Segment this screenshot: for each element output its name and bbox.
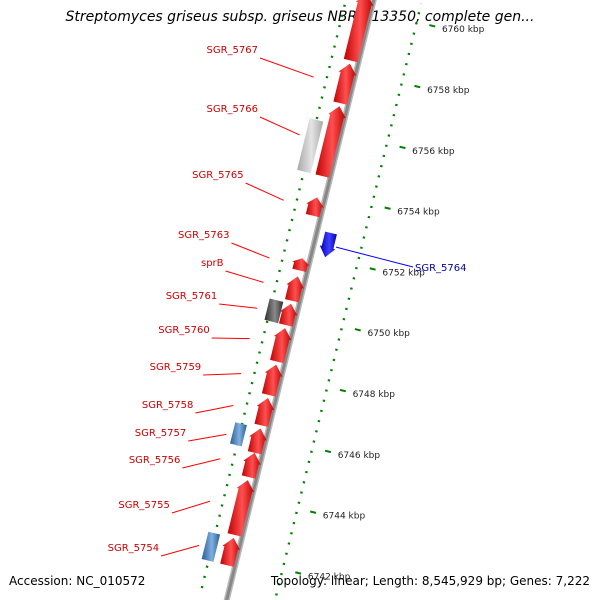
forward-gene-arrow[interactable] — [247, 428, 267, 455]
scale-tick-label: 6760 kbp — [442, 25, 485, 35]
gene-leader-line — [259, 57, 314, 78]
gene-leader-line — [211, 337, 250, 340]
scale-tick-label: 6748 kbp — [353, 390, 396, 400]
scale-tick — [384, 206, 391, 210]
scale-tick — [399, 145, 406, 150]
forward-gene-arrow[interactable] — [333, 63, 357, 105]
scale-tick-label: 6752 kbp — [382, 268, 425, 278]
scale-tick-label: 6746 kbp — [338, 451, 381, 461]
gene-label[interactable]: SGR_5760 — [158, 325, 210, 336]
forward-gene-arrow[interactable] — [270, 328, 292, 364]
gene-features[interactable] — [201, 0, 374, 567]
forward-gene-arrow[interactable] — [292, 258, 310, 272]
scale-tick-label: 6742 kbp — [308, 572, 351, 582]
gene-leader-line — [335, 246, 414, 268]
gene-leader-line — [231, 242, 270, 259]
forward-gene-arrow[interactable] — [285, 276, 304, 303]
gene-leader-line — [188, 433, 227, 442]
forward-gene-arrow[interactable] — [241, 452, 261, 479]
gene-leader-line — [182, 458, 221, 469]
forward-gene-arrow[interactable] — [343, 0, 374, 63]
gene-leader-line — [160, 544, 200, 557]
genome-backbone — [223, 0, 377, 600]
pseudo-feature-dark[interactable] — [264, 298, 284, 324]
gene-label[interactable]: SGR_5758 — [142, 400, 194, 411]
scale-tick — [324, 449, 332, 454]
gene-label[interactable]: sprB — [201, 258, 224, 269]
gene-leader-line — [259, 116, 300, 136]
forward-gene-arrow[interactable] — [220, 537, 240, 567]
scale-tick — [295, 571, 302, 575]
gene-label[interactable]: SGR_5754 — [108, 543, 160, 554]
gene-label[interactable]: SGR_5757 — [135, 428, 187, 439]
summary-text: Topology: linear; Length: 8,545,929 bp; … — [270, 574, 590, 588]
gene-leader-line — [203, 373, 242, 376]
gene-label[interactable]: SGR_5755 — [118, 500, 170, 511]
scale-tick-label: 6754 kbp — [397, 208, 440, 218]
gene-label[interactable]: SGR_5763 — [178, 230, 230, 241]
backbone-line — [225, 0, 376, 600]
scale-tick-label: 6744 kbp — [323, 512, 366, 522]
gene-leader-line — [171, 500, 211, 514]
forward-gene-arrow[interactable] — [261, 364, 283, 397]
rna-feature[interactable] — [201, 531, 221, 562]
forward-gene-arrow[interactable] — [227, 480, 255, 537]
scale-tick-label: 6756 kbp — [412, 147, 455, 157]
scale-tick — [339, 388, 347, 393]
scale-tick — [369, 267, 376, 271]
reverse-strand-track — [273, 3, 423, 600]
gene-label[interactable]: SGR_5767 — [207, 45, 259, 56]
accession-text: Accession: NC_010572 — [9, 574, 146, 588]
forward-strand-track — [200, 0, 348, 589]
pseudo-feature-light[interactable] — [297, 118, 324, 174]
gene-label[interactable]: SGR_5759 — [150, 362, 202, 373]
forward-gene-arrow[interactable] — [305, 197, 324, 218]
gene-label[interactable]: SGR_5765 — [192, 170, 244, 181]
reverse-gene-arrow[interactable] — [319, 231, 337, 258]
gene-label[interactable]: SGR_5764 — [415, 263, 467, 274]
scale-ticks: 6742 kbp 6744 kbp 6746 kbp 6748 kbp 6750 kbp… — [295, 24, 485, 582]
scale-tick — [354, 328, 361, 332]
scale-tick — [309, 510, 317, 514]
rna-feature[interactable] — [230, 422, 247, 447]
scale-tick-label: 6750 kbp — [367, 329, 410, 339]
map-title: Streptomyces griseus subsp. griseus NBRC… — [65, 9, 535, 25]
strand-tracks — [200, 0, 423, 600]
forward-gene-arrow[interactable] — [315, 106, 346, 178]
gene-leader-line — [195, 405, 234, 414]
scale-tick — [414, 84, 421, 89]
forward-gene-arrow[interactable] — [254, 398, 275, 427]
scale-tick — [429, 24, 436, 28]
scale-tick-label: 6758 kbp — [427, 86, 470, 96]
gene-label[interactable]: SGR_5761 — [166, 291, 218, 302]
gene-label[interactable]: SGR_5766 — [207, 104, 259, 115]
gene-leader-line — [225, 270, 264, 283]
forward-gene-arrow[interactable] — [279, 303, 298, 327]
gene-leader-line — [245, 182, 284, 201]
gene-leader-line — [219, 303, 258, 309]
gene-labels[interactable]: SGR_5754 SGR_5755 SGR_5756 SGR_5757 SGR_5758… — [108, 45, 467, 557]
gene-label[interactable]: SGR_5756 — [129, 455, 181, 466]
